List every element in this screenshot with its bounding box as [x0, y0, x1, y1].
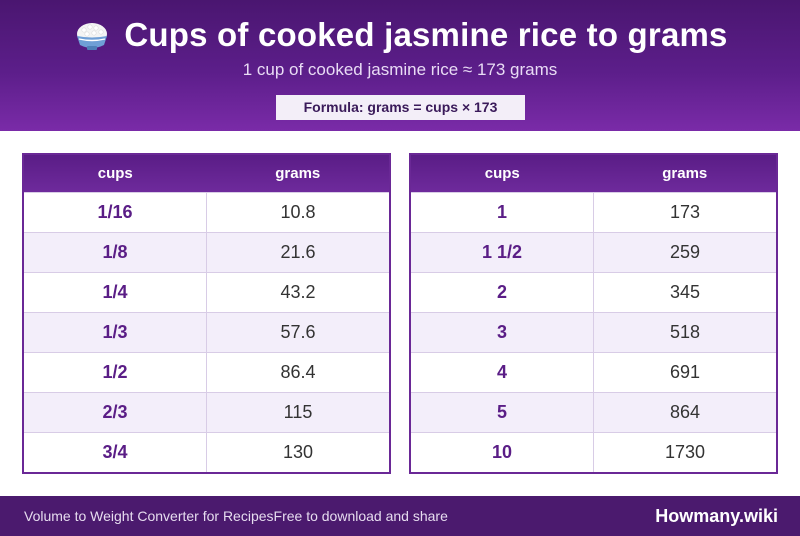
table-row: 1/16 10.8 — [24, 191, 389, 232]
conversion-table-right: cups grams 1 173 1 1/2 259 2 345 3 518 4 691 … — [409, 153, 778, 474]
table-row: 1 173 — [411, 191, 776, 232]
cups-cell: 1/4 — [24, 271, 207, 312]
cups-cell: 1 1/2 — [411, 231, 594, 272]
table-header-row: cups grams — [411, 155, 776, 192]
cups-cell: 3/4 — [24, 431, 207, 472]
title-row: Cups of cooked jasmine rice to grams — [0, 14, 800, 56]
cups-cell: 2 — [411, 271, 594, 312]
cups-cell: 1/3 — [24, 311, 207, 352]
table-row: 1/3 57.6 — [24, 311, 389, 352]
grams-cell: 115 — [206, 391, 389, 432]
grams-cell: 1730 — [593, 431, 776, 472]
footer-text-share: Free to download and share — [273, 508, 448, 524]
table-row: 2/3 115 — [24, 391, 389, 432]
grams-cell: 10.8 — [206, 191, 389, 232]
cups-cell: 3 — [411, 311, 594, 352]
column-header-grams: grams — [593, 155, 776, 192]
table-row: 4 691 — [411, 351, 776, 392]
table-row: 1 1/2 259 — [411, 231, 776, 272]
cups-cell: 1/2 — [24, 351, 207, 392]
grams-cell: 259 — [593, 231, 776, 272]
page-subtitle: 1 cup of cooked jasmine rice ≈ 173 grams — [242, 60, 558, 79]
table-row: 1/4 43.2 — [24, 271, 389, 312]
grams-cell: 21.6 — [206, 231, 389, 272]
page-title: Cups of cooked jasmine rice to grams — [124, 16, 728, 53]
grams-cell: 130 — [206, 431, 389, 472]
grams-cell: 86.4 — [206, 351, 389, 392]
cups-cell: 1/16 — [24, 191, 207, 232]
grams-cell: 691 — [593, 351, 776, 392]
cups-cell: 10 — [411, 431, 594, 472]
table-row: 3/4 130 — [24, 431, 389, 472]
grams-cell: 518 — [593, 311, 776, 352]
grams-cell: 864 — [593, 391, 776, 432]
table-header-row: cups grams — [24, 155, 389, 192]
column-header-grams: grams — [206, 155, 389, 192]
cups-cell: 1/8 — [24, 231, 207, 272]
footer-bar: Volume to Weight Converter for RecipesFr… — [0, 496, 800, 536]
table-row: 3 518 — [411, 311, 776, 352]
table-row: 1/8 21.6 — [24, 231, 389, 272]
column-header-cups: cups — [411, 155, 594, 192]
footer-text-converter: Volume to Weight Converter for Recipes — [24, 508, 274, 524]
table-row: 10 1730 — [411, 431, 776, 472]
table-row: 5 864 — [411, 391, 776, 432]
column-header-cups: cups — [24, 155, 207, 192]
cups-cell: 2/3 — [24, 391, 207, 432]
formula-badge: Formula: grams = cups × 173 — [276, 95, 525, 120]
grams-cell: 173 — [593, 191, 776, 232]
header-banner: Cups of cooked jasmine rice to grams 1 c… — [0, 0, 800, 131]
brand-link[interactable]: Howmany.wiki — [655, 506, 778, 526]
table-row: 2 345 — [411, 271, 776, 312]
footer-text: Volume to Weight Converter for RecipesFr… — [24, 496, 448, 536]
table-row: 1/2 86.4 — [24, 351, 389, 392]
grams-cell: 57.6 — [206, 311, 389, 352]
grams-cell: 43.2 — [206, 271, 389, 312]
grams-cell: 345 — [593, 271, 776, 312]
cups-cell: 1 — [411, 191, 594, 232]
cups-cell: 5 — [411, 391, 594, 432]
cups-cell: 4 — [411, 351, 594, 392]
conversion-table-left: cups grams 1/16 10.8 1/8 21.6 1/4 43.2 1/3 5… — [22, 153, 391, 474]
rice-bowl-icon — [72, 15, 112, 55]
